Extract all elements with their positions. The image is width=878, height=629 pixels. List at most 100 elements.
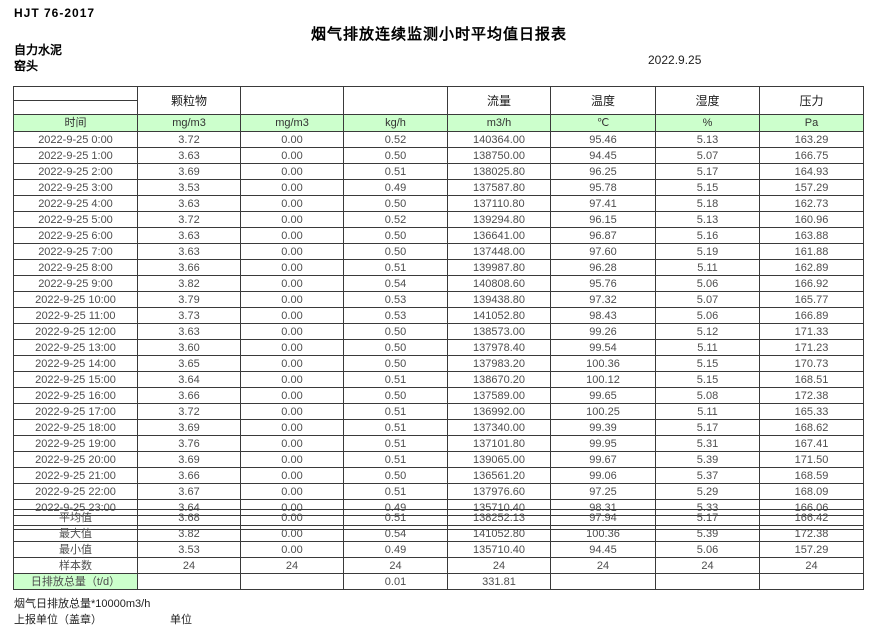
cell-value: 5.16: [655, 227, 760, 244]
table-row: 2022-9-25 13:00 3.60 0.00 0.50 137978.40 99.5…: [13, 339, 864, 356]
unit-cell: mg/m3: [240, 114, 344, 132]
cell-value: 3.79: [137, 291, 241, 308]
cell-value: 99.95: [550, 435, 656, 452]
group-header-temperature: 温度: [550, 86, 656, 115]
summary-label: 样本数: [13, 557, 138, 574]
group-header-row: 颗粒物 流量 温度 湿度 压力: [13, 86, 864, 115]
cell-value: 5.07: [655, 291, 760, 308]
cell-value: 139065.00: [447, 451, 551, 468]
cell-value: 5.13: [655, 211, 760, 228]
cell-value: 0.00: [240, 323, 344, 340]
cell-value: 0.50: [343, 243, 448, 260]
table-row: 2022-9-25 22:00 3.67 0.00 0.51 137976.60 97.2…: [13, 483, 864, 500]
cell-value: 137101.80: [447, 435, 551, 452]
cell-time: 2022-9-25 8:00: [13, 259, 138, 276]
summary-row: 日排放总量（t/d） 0.01 331.81: [13, 573, 864, 590]
cell-value: 3.65: [137, 355, 241, 372]
cell-time: 2022-9-25 4:00: [13, 195, 138, 212]
footer-note: 烟气日排放总量*10000m3/h: [14, 598, 151, 610]
cell-value: 3.60: [137, 339, 241, 356]
cell-value: 95.76: [550, 275, 656, 292]
cell-value: 5.13: [655, 131, 760, 148]
report-unit-label: 上报单位（盖章）: [14, 614, 102, 626]
table-row: 2022-9-25 11:00 3.73 0.00 0.53 141052.80 98.4…: [13, 307, 864, 324]
unit-cell: Pa: [759, 114, 864, 132]
cell-value: 0.49: [343, 179, 448, 196]
summary-value: [550, 573, 656, 590]
cell-value: 0.00: [240, 307, 344, 324]
cell-value: 0.51: [343, 403, 448, 420]
cell-value: 0.50: [343, 323, 448, 340]
summary-value: 141052.80: [447, 525, 551, 542]
cell-value: 0.00: [240, 467, 344, 484]
table-row: 2022-9-25 4:00 3.63 0.00 0.50 137110.80 97.41…: [13, 195, 864, 212]
cell-value: 0.00: [240, 419, 344, 436]
cell-time: 2022-9-25 12:00: [13, 323, 138, 340]
cell-value: 97.60: [550, 243, 656, 260]
cell-value: 3.63: [137, 147, 241, 164]
cell-value: 170.73: [759, 355, 864, 372]
cell-value: 168.62: [759, 419, 864, 436]
cell-value: 0.51: [343, 259, 448, 276]
summary-label: 平均值: [13, 509, 138, 526]
table-row: 2022-9-25 2:00 3.69 0.00 0.51 138025.80 96.25…: [13, 163, 864, 180]
cell-time: 2022-9-25 16:00: [13, 387, 138, 404]
cell-value: 0.51: [343, 435, 448, 452]
cell-value: 5.08: [655, 387, 760, 404]
unit-cell: %: [655, 114, 760, 132]
cell-time: 2022-9-25 13:00: [13, 339, 138, 356]
cell-value: 0.00: [240, 435, 344, 452]
cell-value: 5.11: [655, 259, 760, 276]
station-name: 窑头: [14, 59, 39, 73]
cell-value: 137978.40: [447, 339, 551, 356]
cell-time: 2022-9-25 3:00: [13, 179, 138, 196]
summary-value: 138252.13: [447, 509, 551, 526]
cell-time: 2022-9-25 10:00: [13, 291, 138, 308]
cell-value: 0.00: [240, 403, 344, 420]
cell-value: 137983.20: [447, 355, 551, 372]
summary-value: 0.54: [343, 525, 448, 542]
cell-value: 137448.00: [447, 243, 551, 260]
summary-table: 平均值 3.68 0.00 0.51 138252.13 97.94 5.17 166.42 最…: [13, 509, 864, 590]
cell-value: 5.39: [655, 451, 760, 468]
monitoring-table: 颗粒物 流量 温度 湿度 压力 时间 mg/m3 mg/m3 kg/h m3/h…: [13, 86, 864, 530]
cell-value: 5.12: [655, 323, 760, 340]
summary-value: [759, 573, 864, 590]
summary-value: 166.42: [759, 509, 864, 526]
cell-value: 0.51: [343, 371, 448, 388]
cell-value: 166.89: [759, 307, 864, 324]
cell-value: 138025.80: [447, 163, 551, 180]
table-row: 2022-9-25 20:00 3.69 0.00 0.51 139065.00 99.6…: [13, 451, 864, 468]
table-row: 2022-9-25 14:00 3.65 0.00 0.50 137983.20 100.…: [13, 355, 864, 372]
cell-value: 0.53: [343, 291, 448, 308]
cell-value: 3.76: [137, 435, 241, 452]
time-column-header: 时间: [13, 114, 138, 132]
summary-row: 最小值 3.53 0.00 0.49 135710.40 94.45 5.06 157.29: [13, 541, 864, 558]
cell-value: 168.51: [759, 371, 864, 388]
cell-value: 0.53: [343, 307, 448, 324]
cell-time: 2022-9-25 5:00: [13, 211, 138, 228]
cell-value: 166.92: [759, 275, 864, 292]
cell-value: 0.50: [343, 195, 448, 212]
summary-value: 0.00: [240, 541, 344, 558]
cell-value: 3.73: [137, 307, 241, 324]
table-row: 2022-9-25 12:00 3.63 0.00 0.50 138573.00 99.2…: [13, 323, 864, 340]
cell-value: 0.00: [240, 355, 344, 372]
cell-value: 138670.20: [447, 371, 551, 388]
cell-value: 0.51: [343, 163, 448, 180]
report-title: 烟气排放连续监测小时平均值日报表: [310, 26, 567, 43]
cell-value: 160.96: [759, 211, 864, 228]
table-row: 2022-9-25 7:00 3.63 0.00 0.50 137448.00 97.60…: [13, 243, 864, 260]
cell-value: 0.00: [240, 387, 344, 404]
cell-value: 140808.60: [447, 275, 551, 292]
cell-value: 5.06: [655, 275, 760, 292]
cell-value: 5.15: [655, 355, 760, 372]
cell-value: 3.67: [137, 483, 241, 500]
summary-row: 样本数 24 24 24 24 24 24 24: [13, 557, 864, 574]
cell-value: 163.88: [759, 227, 864, 244]
summary-value: 24: [550, 557, 656, 574]
cell-value: 162.89: [759, 259, 864, 276]
cell-value: 3.63: [137, 227, 241, 244]
cell-value: 5.18: [655, 195, 760, 212]
